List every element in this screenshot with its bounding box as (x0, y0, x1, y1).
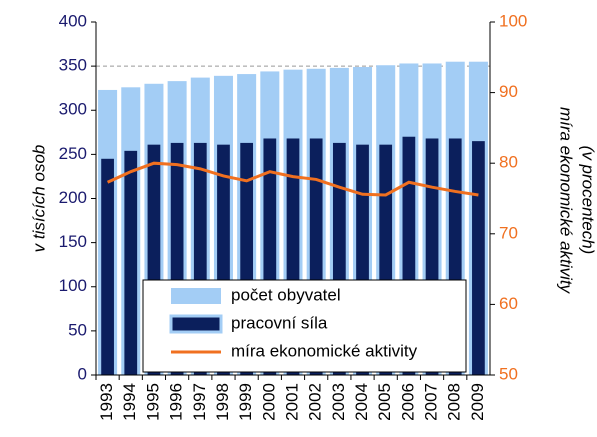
legend-swatch (171, 288, 221, 304)
x-tick-label: 1993 (97, 383, 116, 421)
x-tick-label: 2005 (375, 383, 394, 421)
x-tick-label: 2009 (468, 383, 487, 421)
y2-tick-label: 80 (499, 153, 518, 172)
legend-swatch (169, 314, 223, 334)
y-tick-label: 150 (59, 232, 87, 251)
x-tick-label: 2002 (306, 383, 325, 421)
y2-tick-label: 100 (499, 11, 527, 30)
y-tick-label: 300 (59, 100, 87, 119)
x-tick-label: 1997 (190, 383, 209, 421)
x-tick-label: 1995 (143, 383, 162, 421)
line-series (106, 161, 479, 197)
y2-axis-label: míra ekonomické aktivity (557, 107, 576, 295)
y-tick-label: 100 (59, 276, 87, 295)
y-tick-label: 250 (59, 144, 87, 163)
y-axis-label: v tisících osob (29, 145, 48, 253)
bar (472, 141, 485, 375)
y2-tick-label: 70 (499, 223, 518, 242)
legend-label: míra ekonomické aktivity (231, 341, 418, 360)
x-tick-label: 2006 (398, 383, 417, 421)
x-tick-label: 1999 (236, 383, 255, 421)
legend-label: pracovní síla (231, 313, 328, 332)
bar (124, 150, 138, 375)
y-tick-label: 400 (59, 11, 87, 30)
bar (101, 158, 114, 375)
y-tick-label: 200 (59, 188, 87, 207)
x-tick-label: 2007 (422, 383, 441, 421)
y2-tick-label: 90 (499, 82, 518, 101)
x-tick-label: 2004 (352, 383, 371, 421)
x-tick-label: 2008 (445, 383, 464, 421)
x-tick-label: 1994 (120, 383, 139, 421)
y-tick-label: 0 (78, 364, 87, 383)
x-tick-label: 2001 (282, 383, 301, 421)
y2-axis-label: (v procentech) (579, 146, 597, 255)
x-tick-label: 2000 (259, 383, 278, 421)
y-tick-label: 350 (59, 56, 87, 75)
x-tick-label: 1996 (167, 383, 186, 421)
legend-label: počet obyvatel (231, 285, 341, 304)
y-tick-label: 50 (68, 320, 87, 339)
y2-tick-label: 50 (499, 364, 518, 383)
x-tick-label: 2003 (329, 383, 348, 421)
x-tick-label: 1998 (213, 383, 232, 421)
y2-tick-label: 60 (499, 294, 518, 313)
